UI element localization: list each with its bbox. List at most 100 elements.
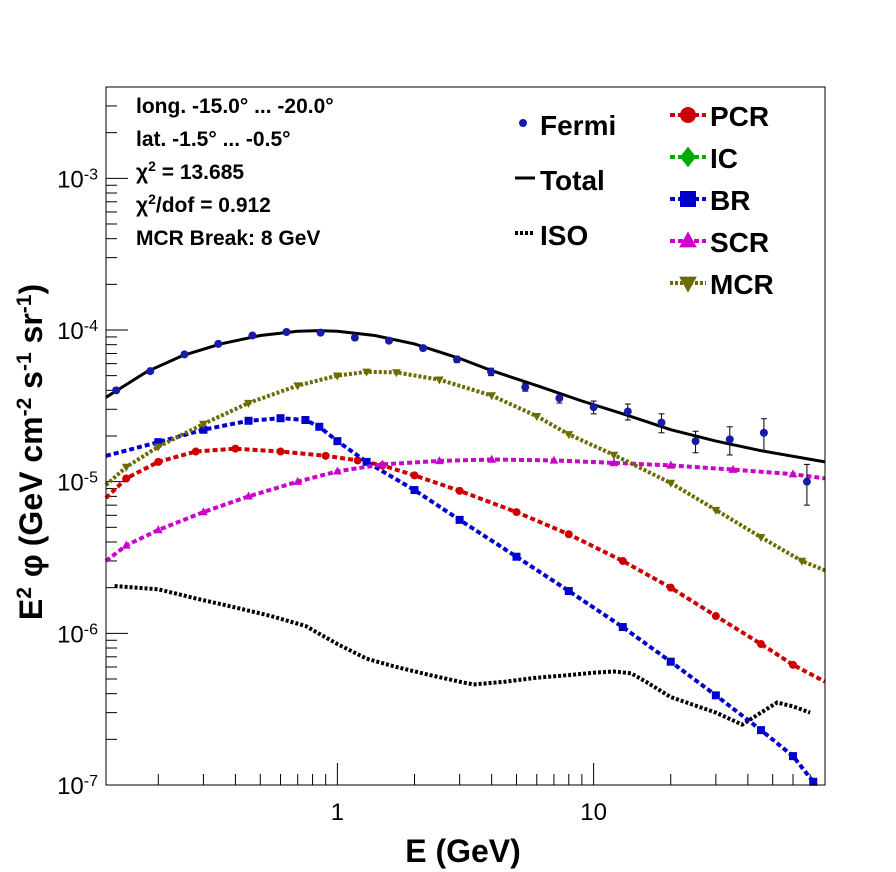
fermi-point (759, 428, 768, 437)
info-text: long. -15.0° ... -20.0° (136, 95, 334, 118)
series-br-marker (315, 422, 324, 431)
ylabel-m1b: -1 (13, 294, 36, 313)
legend-mcr-label: MCR (710, 269, 774, 300)
ylabel-m1a: -1 (13, 352, 36, 371)
y-tick-label: 10-5 (57, 469, 98, 497)
ylabel-open: (GeV cm (13, 416, 49, 546)
series-br-marker (410, 486, 419, 495)
series-mcr-marker (332, 372, 342, 381)
legend-fermi-label: Fermi (540, 110, 616, 141)
series-br-marker (276, 414, 285, 423)
legend-scr-label: SCR (710, 227, 769, 258)
info-line: χ2/dof = 0.912 (136, 191, 271, 217)
series-scr-marker (609, 458, 619, 467)
series-mcr-marker (797, 557, 807, 566)
series-mcr-marker (756, 534, 766, 543)
series-pcr-marker (711, 612, 720, 621)
series-scr-marker (293, 476, 303, 485)
fermi-point (146, 367, 155, 376)
fermi-point (350, 333, 359, 342)
series-br-marker (333, 437, 342, 446)
legend-fermi-marker (519, 119, 527, 127)
ylabel-sr: sr (13, 313, 49, 352)
series-mcr-marker (711, 506, 721, 515)
fermi-point (657, 418, 666, 427)
series-pcr-marker (618, 556, 627, 565)
legend-pcr-label: PCR (710, 101, 769, 132)
series-scr-marker (549, 455, 559, 464)
series-mcr-marker (293, 382, 303, 391)
info-text: MCR Break: 8 GeV (136, 227, 320, 250)
legend: Fermi Total ISO PCR IC BR SCR MCR (515, 101, 774, 300)
series-mcr-marker (434, 376, 444, 385)
fermi-point (214, 339, 223, 348)
series-br-marker (711, 691, 720, 700)
series-scr-marker (153, 525, 163, 534)
fermi-point (453, 355, 462, 364)
y-tick-exp: -3 (84, 166, 98, 183)
series-mcr-marker (392, 369, 401, 378)
fermi-point (725, 435, 734, 444)
series-pcr-marker (154, 457, 163, 466)
legend-pcr-marker (680, 107, 696, 123)
info-line: χ2 = 13.685 (136, 158, 244, 184)
series-br-marker (809, 777, 818, 786)
fermi-point (282, 327, 291, 336)
series-mcr-marker (487, 392, 497, 401)
series-total-line (105, 329, 826, 464)
chi-exponent: 2 (148, 158, 156, 174)
y-tick-label: 10-4 (57, 317, 98, 345)
series-mcr-marker (199, 420, 208, 429)
legend-total-label: Total (540, 165, 605, 196)
fermi-point (555, 394, 564, 403)
series-mcr-marker (362, 368, 371, 377)
series-mcr-marker (666, 479, 676, 488)
fermi-point (802, 477, 811, 486)
series-pcr-marker (455, 486, 464, 495)
series-scr-marker (332, 466, 342, 475)
info-line: MCR Break: 8 GeV (136, 227, 320, 250)
chi-exponent: 2 (148, 191, 156, 207)
fermi-point (248, 331, 257, 340)
series-mcr-marker (244, 399, 253, 408)
series-scr-marker (728, 464, 738, 473)
legend-br-label: BR (710, 185, 750, 216)
y-tick-base: 10 (57, 773, 84, 800)
fermi-point (691, 437, 700, 446)
info-line: long. -15.0° ... -20.0° (136, 95, 334, 118)
legend-ic-label: IC (710, 143, 738, 174)
legend-iso-label: ISO (540, 220, 588, 251)
series-mcr-marker (532, 413, 542, 422)
series-scr-marker (244, 491, 253, 500)
ylabel-s: s (13, 371, 49, 398)
series-br-marker (154, 438, 163, 447)
series-pcr-marker (353, 456, 362, 465)
legend-ic-marker (680, 146, 696, 168)
series-scr-marker (788, 469, 798, 478)
series-pcr-marker (756, 640, 765, 649)
series-br-marker (244, 416, 253, 425)
y-tick-exp: -5 (84, 469, 98, 486)
series-pcr-marker (410, 471, 419, 480)
series-pcr-marker (564, 530, 573, 539)
series-mcr-marker (609, 451, 619, 460)
fermi-point (589, 403, 598, 412)
y-tick-base: 10 (57, 621, 84, 648)
series-br-marker (362, 457, 371, 466)
series-pcr-marker (231, 444, 240, 453)
series-scr-marker (378, 459, 387, 468)
fermi-point (316, 328, 325, 337)
series-pcr-marker (122, 474, 131, 483)
series-pcr-marker (276, 447, 285, 456)
info-text: /dof = 0.912 (156, 194, 271, 217)
y-tick-base: 10 (57, 166, 84, 193)
series-br-marker (564, 587, 573, 596)
y-tick-label: 10-3 (57, 166, 98, 194)
series-pcr-marker (191, 447, 200, 456)
x-tick-label: 10 (580, 799, 607, 826)
fermi-data-points (112, 327, 811, 506)
series-scr-marker (666, 460, 676, 469)
ylabel-e-sup: 2 (13, 587, 36, 599)
